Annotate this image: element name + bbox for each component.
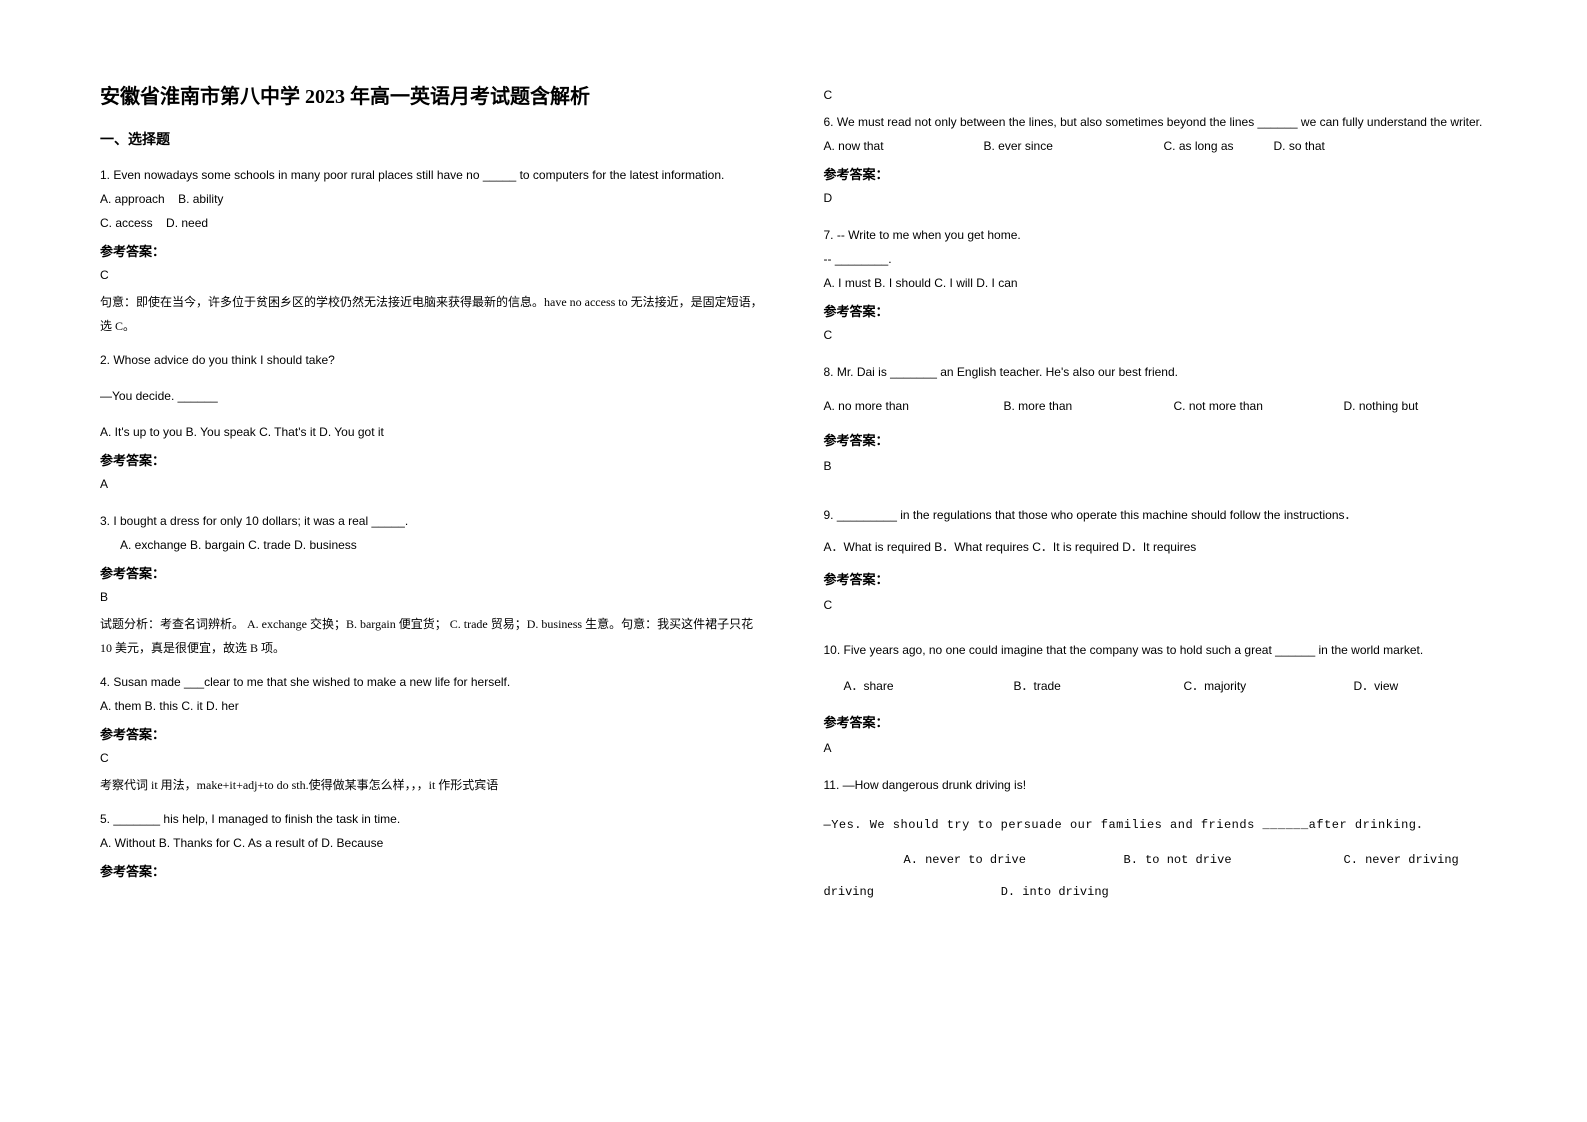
q8-text: 8. Mr. Dai is _______ an English teacher… [824,360,1488,384]
q1-optC: C. access [100,216,153,230]
left-column: 安徽省淮南市第八中学 2023 年高一英语月考试题含解析 一、选择题 1. Ev… [100,80,764,1082]
q6-optA: A. now that [824,134,984,158]
q7-answer: C [824,328,1488,342]
q2-answer: A [100,477,764,491]
q1-options2: C. access D. need [100,211,764,235]
q2-options: A. It's up to you B. You speak C. That's… [100,420,764,444]
q10-text: 10. Five years ago, no one could imagine… [824,638,1488,662]
q3-answer: B [100,590,764,604]
question-10: 10. Five years ago, no one could imagine… [824,630,1488,763]
question-3: 3. I bought a dress for only 10 dollars;… [100,509,764,660]
q7-text2: -- ________. [824,247,1488,271]
document-title: 安徽省淮南市第八中学 2023 年高一英语月考试题含解析 [100,80,764,109]
q6-text-span: 6. We must read not only between the lin… [824,115,1483,129]
q7-text: 7. -- Write to me when you get home. [824,223,1488,247]
q6-optD: D. so that [1274,134,1325,158]
q11-text: 11. —How dangerous drunk driving is! [824,773,1488,797]
q6-answer: D [824,191,1488,205]
question-7: 7. -- Write to me when you get home. -- … [824,223,1488,350]
q8-optC: C. not more than [1174,394,1344,418]
q7-answer-label: 参考答案： [824,301,1488,320]
q1-options: A. approach B. ability [100,187,764,211]
q6-optC: C. as long as [1164,134,1274,158]
q2-text: 2. Whose advice do you think I should ta… [100,348,764,372]
question-11: 11. —How dangerous drunk driving is! —Ye… [824,773,1488,904]
q9-answer: C [824,598,1488,612]
q11-optB: B. to not drive [1124,848,1344,872]
question-1: 1. Even nowadays some schools in many po… [100,163,764,338]
q11-options: A. never to drive B. to not drive C. nev… [824,848,1488,872]
q4-options: A. them B. this C. it D. her [100,694,764,718]
q9-options: A．What is required B．What requires C．It … [824,535,1488,559]
q4-text: 4. Susan made ___clear to me that she wi… [100,670,764,694]
q3-options: A. exchange B. bargain C. trade D. busin… [100,533,764,557]
question-8: 8. Mr. Dai is _______ an English teacher… [824,360,1488,481]
q1-optA: A. approach [100,192,165,206]
q5-options: A. Without B. Thanks for C. As a result … [100,831,764,855]
q1-text: 1. Even nowadays some schools in many po… [100,163,764,187]
q8-optB: B. more than [1004,394,1174,418]
q1-optB: B. ability [178,192,223,206]
q9-answer-label: 参考答案： [824,569,1488,588]
q5-answer: C [824,88,1488,102]
q11-text2: —Yes. We should try to persuade our fami… [824,811,1488,840]
q6-answer-label: 参考答案： [824,164,1488,183]
q8-optA: A. no more than [824,394,1004,418]
q8-answer-label: 参考答案： [824,430,1488,449]
q2-text2: —You decide. ______ [100,384,764,408]
question-4: 4. Susan made ___clear to me that she wi… [100,670,764,797]
section-header: 一、选择题 [100,129,764,149]
q1-answer: C [100,268,764,282]
q6-text: 6. We must read not only between the lin… [824,110,1488,134]
question-5: 5. _______ his help, I managed to finish… [100,807,764,886]
q5-answer-label: 参考答案： [100,861,764,880]
q10-answer: A [824,741,1488,755]
q1-answer-label: 参考答案： [100,241,764,260]
q1-explanation: 句意：即使在当今，许多位于贫困乡区的学校仍然无法接近电脑来获得最新的信息。hav… [100,290,764,338]
q8-optD: D. nothing but [1344,394,1419,418]
q7-options: A. I must B. I should C. I will D. I can [824,271,1488,295]
q8-options: A. no more than B. more than C. not more… [824,394,1488,418]
question-9: 9. _________ in the regulations that tho… [824,491,1488,620]
q4-answer-label: 参考答案： [100,724,764,743]
q9-text: 9. _________ in the regulations that tho… [824,503,1488,527]
q10-optD: D．view [1354,674,1399,698]
q10-options: A．share B．trade C．majority D．view [824,674,1488,698]
q5-text: 5. _______ his help, I managed to finish… [100,807,764,831]
right-column: C 6. We must read not only between the l… [824,80,1488,1082]
q11-optA: A. never to drive [904,848,1124,872]
q10-optB: B．trade [1014,674,1184,698]
q10-answer-label: 参考答案： [824,712,1488,731]
q3-answer-label: 参考答案： [100,563,764,582]
q3-text: 3. I bought a dress for only 10 dollars;… [100,509,764,533]
q4-explanation: 考察代词 it 用法，make+it+adj+to do sth.使得做某事怎么… [100,773,764,797]
q6-options: A. now that B. ever since C. as long as … [824,134,1488,158]
q10-optC: C．majority [1184,674,1354,698]
q6-optB: B. ever since [984,134,1164,158]
q2-answer-label: 参考答案： [100,450,764,469]
q11-optD: D. into driving [1001,885,1109,899]
question-2: 2. Whose advice do you think I should ta… [100,348,764,499]
q3-explanation: 试题分析：考查名词辨析。 A. exchange 交换；B. bargain 便… [100,612,764,660]
q4-answer: C [100,751,764,765]
q8-answer: B [824,459,1488,473]
question-6: 6. We must read not only between the lin… [824,110,1488,213]
q1-optD: D. need [166,216,208,230]
q10-optA: A．share [844,674,1014,698]
q11-options2: driving D. into driving [824,880,1488,904]
q11-optC: C. never driving [1344,848,1459,872]
